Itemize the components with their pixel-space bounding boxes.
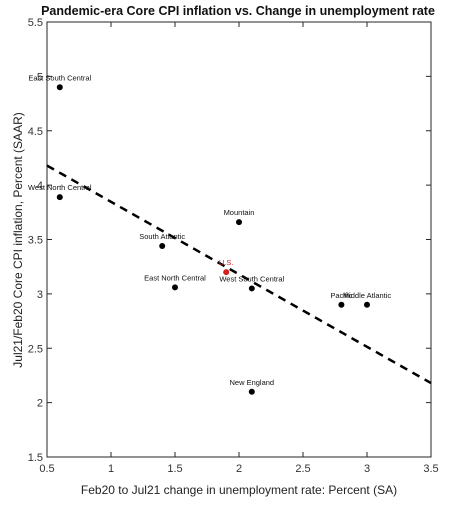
x-tick-label: 1 (108, 463, 114, 475)
x-tick-label: 1.5 (167, 463, 182, 475)
point-label: West North Central (28, 183, 92, 192)
y-tick-label: 3 (37, 289, 43, 301)
data-point (172, 284, 178, 291)
point-label: Middle Atlantic (343, 291, 392, 300)
point-label: U.S. (219, 258, 234, 267)
y-tick-label: 3.5 (28, 235, 43, 247)
point-label: Mountain (224, 208, 255, 217)
y-tick-label: 5 (37, 71, 43, 83)
x-axis-label: Feb20 to Jul21 change in unemployment ra… (81, 483, 397, 497)
data-point (364, 301, 370, 308)
plot-frame (46, 21, 432, 458)
data-point (338, 301, 345, 308)
x-tick-label: 2.5 (295, 463, 310, 475)
data-point (159, 243, 166, 250)
y-tick-label: 1.5 (28, 452, 43, 464)
data-points: East South Central West North Central Moun… (28, 73, 391, 395)
trendline (46, 164, 432, 385)
x-tick-label: 2 (236, 463, 242, 475)
data-point (236, 219, 242, 226)
point-label: West South Central (219, 274, 284, 283)
y-tick-label: 4 (37, 180, 43, 192)
x-tick-label: 3.5 (423, 463, 438, 475)
data-point (56, 84, 63, 91)
data-point (223, 269, 230, 276)
y-tick-label: 2.5 (28, 343, 43, 355)
x-axis: 0.5 1 1.5 2 2.5 3 3.5 (39, 22, 439, 475)
y-tick-label: 5.5 (28, 17, 43, 29)
x-tick-label: 0.5 (39, 463, 54, 475)
point-label: South Atlantic (139, 232, 185, 241)
point-label: East South Central (28, 73, 91, 82)
y-tick-label: 2 (37, 398, 43, 410)
data-point (248, 388, 255, 395)
data-point (248, 285, 255, 292)
point-label: East North Central (144, 273, 206, 282)
y-axis-label: Jul21/Feb20 Core CPI inflation, Percent … (11, 112, 25, 367)
y-tick-label: 4.5 (28, 126, 43, 138)
y-axis: 1.5 2 2.5 3 3.5 4 4.5 5 5.5 (28, 17, 431, 464)
data-point (56, 194, 63, 201)
point-label: New England (229, 378, 274, 387)
point-label: Pacific (330, 291, 352, 300)
x-tick-label: 3 (364, 463, 370, 475)
chart-title: Pandemic-era Core CPI inflation vs. Chan… (41, 4, 435, 18)
